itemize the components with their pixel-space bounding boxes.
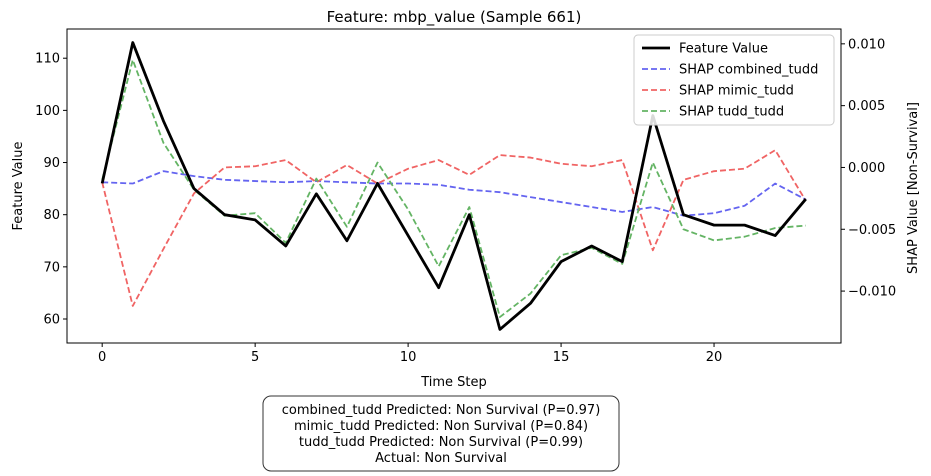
x-tick-label: 20 (706, 350, 723, 365)
chart-title: Feature: mbp_value (Sample 661) (327, 8, 582, 27)
plot-frame (66, 28, 842, 344)
prediction-mimic: mimic_tudd Predicted: Non Survival (P=0.… (294, 419, 588, 434)
y-right-tick-label: 0.000 (848, 161, 885, 176)
prediction-info-box: combined_tudd Predicted: Non Survival (P… (262, 395, 620, 472)
y-axis-label-right: SHAP Value [Non-Survival] (906, 102, 921, 274)
y-left-tick-label: 90 (43, 156, 60, 171)
y-right-tick-label: 0.005 (848, 99, 885, 114)
prediction-combined: combined_tudd Predicted: Non Survival (P… (282, 403, 601, 418)
x-tick-label: 15 (553, 350, 570, 365)
prediction-tudd: tudd_tudd Predicted: Non Survival (P=0.9… (299, 435, 583, 450)
y-left-tick-label: 110 (35, 52, 60, 67)
series-line-shap-mimic-tudd (101, 149, 807, 307)
series-line-shap-combined-tudd (102, 170, 807, 217)
legend-label: Feature Value (679, 42, 768, 57)
prediction-info-frame (262, 395, 620, 472)
x-tick-label: 10 (400, 350, 417, 365)
x-tick-label: 5 (251, 350, 259, 365)
y-left-tick-label: 60 (43, 313, 60, 328)
x-tick-label: 0 (98, 350, 106, 365)
legend-label: SHAP combined_tudd (679, 63, 818, 78)
actual-outcome: Actual: Non Survival (375, 451, 507, 466)
y-right-tick-label: 0.010 (848, 37, 885, 52)
legend: Feature Value SHAP combined_tudd SHAP mimi… (633, 34, 835, 126)
series-group (100, 41, 807, 331)
ticks-group: 0 5 10 15 20 60 70 80 90 100 110 −0.010 −0.005 0.000 0… (35, 37, 896, 365)
x-axis-label: Time Step (420, 375, 487, 390)
y-right-tick-label: −0.005 (848, 223, 896, 238)
y-axis-label-left: Feature Value (11, 142, 26, 231)
legend-label: SHAP tudd_tudd (679, 105, 784, 120)
y-left-tick-label: 80 (43, 208, 60, 223)
series-line-feature-value (100, 41, 807, 331)
plot-area (66, 28, 842, 344)
y-left-tick-label: 70 (43, 260, 60, 275)
y-left-tick-label: 100 (35, 104, 60, 119)
legend-label: SHAP mimic_tudd (679, 84, 794, 99)
y-right-tick-label: −0.010 (848, 285, 896, 300)
legend-frame (633, 34, 835, 126)
